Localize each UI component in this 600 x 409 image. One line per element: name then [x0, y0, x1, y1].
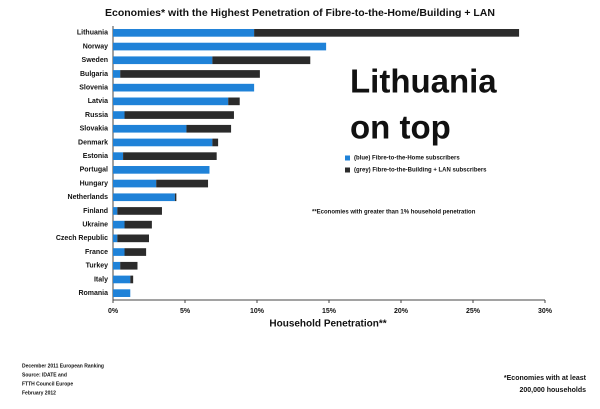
bar-segment [113, 234, 118, 243]
bar-segment [124, 220, 152, 229]
bar-segment [113, 83, 255, 92]
footnote: 200,000 households [519, 387, 586, 394]
x-tick-label: 5% [180, 308, 191, 315]
y-tick-label: Romania [78, 290, 108, 297]
bar-segment [228, 97, 240, 106]
bar-segment [212, 138, 219, 147]
chart-title: Economies* with the Highest Penetration … [105, 7, 495, 19]
bar-segment [113, 152, 124, 160]
bar-segment [117, 234, 149, 243]
bar-segment [186, 124, 232, 133]
bar-segment [174, 193, 177, 202]
y-tick-label: Estonia [83, 153, 108, 160]
bar-segment [124, 111, 234, 119]
bar-segment [124, 248, 147, 256]
x-tick-label: 0% [108, 308, 119, 315]
y-tick-label: Bulgaria [80, 71, 108, 78]
bar-segment [113, 289, 131, 297]
y-tick-label: Latvia [88, 98, 108, 105]
y-tick-label: Russia [85, 112, 108, 119]
y-tick-label: Hungary [80, 180, 109, 187]
callout: on top [350, 109, 451, 146]
bar-segment [113, 220, 125, 229]
bar-segment [113, 124, 187, 133]
y-tick-label: Italy [94, 276, 108, 283]
footnote: *Economies with at least [504, 375, 587, 382]
legend-swatch [345, 155, 350, 161]
bar-segment [113, 42, 327, 51]
bar-segment [212, 56, 311, 65]
bar-segment [113, 261, 121, 270]
x-tick-label: 20% [394, 308, 409, 315]
y-tick-label: Slovakia [80, 126, 109, 133]
callout: Lithuania [350, 63, 497, 100]
y-tick-label: Sweden [82, 57, 108, 64]
bar-segment [254, 29, 520, 37]
bar-segment [113, 97, 229, 106]
bar-segment [113, 111, 125, 119]
bar-segment [113, 166, 210, 174]
bar-segment [113, 138, 213, 147]
y-tick-label: Denmark [78, 139, 108, 146]
bar-segment [123, 152, 217, 160]
bar-segment [113, 275, 131, 284]
bar-segment [117, 207, 162, 215]
legend-label: (blue) Fibre-to-the-Home subscribers [354, 156, 460, 162]
source: Source: IDATE and [22, 372, 67, 378]
note: **Economies with greater than 1% househo… [312, 210, 476, 216]
y-tick-label: Turkey [86, 263, 109, 270]
source: FTTH Council Europe [22, 381, 73, 387]
y-tick-label: Czech Republic [56, 235, 108, 242]
bar-segment [113, 207, 118, 215]
bar-segment [113, 193, 175, 202]
x-tick-label: 25% [466, 308, 481, 315]
bar-segment [113, 56, 213, 65]
bar-segment [120, 70, 260, 78]
bar-segment [113, 29, 255, 37]
x-tick-label: 30% [538, 308, 553, 315]
y-tick-label: Slovenia [79, 84, 108, 91]
bar-segment [113, 70, 121, 78]
bar-segment [130, 275, 134, 284]
x-tick-label: 15% [322, 308, 337, 315]
legend-label: (grey) Fibre-to-the-Building + LAN subsc… [354, 168, 487, 174]
bar-segment [156, 179, 209, 188]
source: December 2011 European Ranking [22, 363, 104, 369]
x-tick-label: 10% [250, 308, 265, 315]
bar-segment [113, 248, 125, 256]
y-tick-label: Finland [83, 208, 108, 215]
source: February 2012 [22, 390, 56, 396]
x-axis-label: Household Penetration** [269, 319, 386, 330]
y-tick-label: Norway [83, 43, 108, 50]
y-tick-label: Portugal [80, 167, 108, 174]
y-tick-label: Ukraine [82, 221, 108, 228]
bar-segment [120, 261, 138, 270]
y-tick-label: Lithuania [77, 30, 108, 37]
legend-swatch [345, 167, 350, 173]
y-tick-label: France [85, 249, 108, 256]
bar-segment [113, 179, 157, 188]
y-tick-label: Netherlands [68, 194, 109, 201]
